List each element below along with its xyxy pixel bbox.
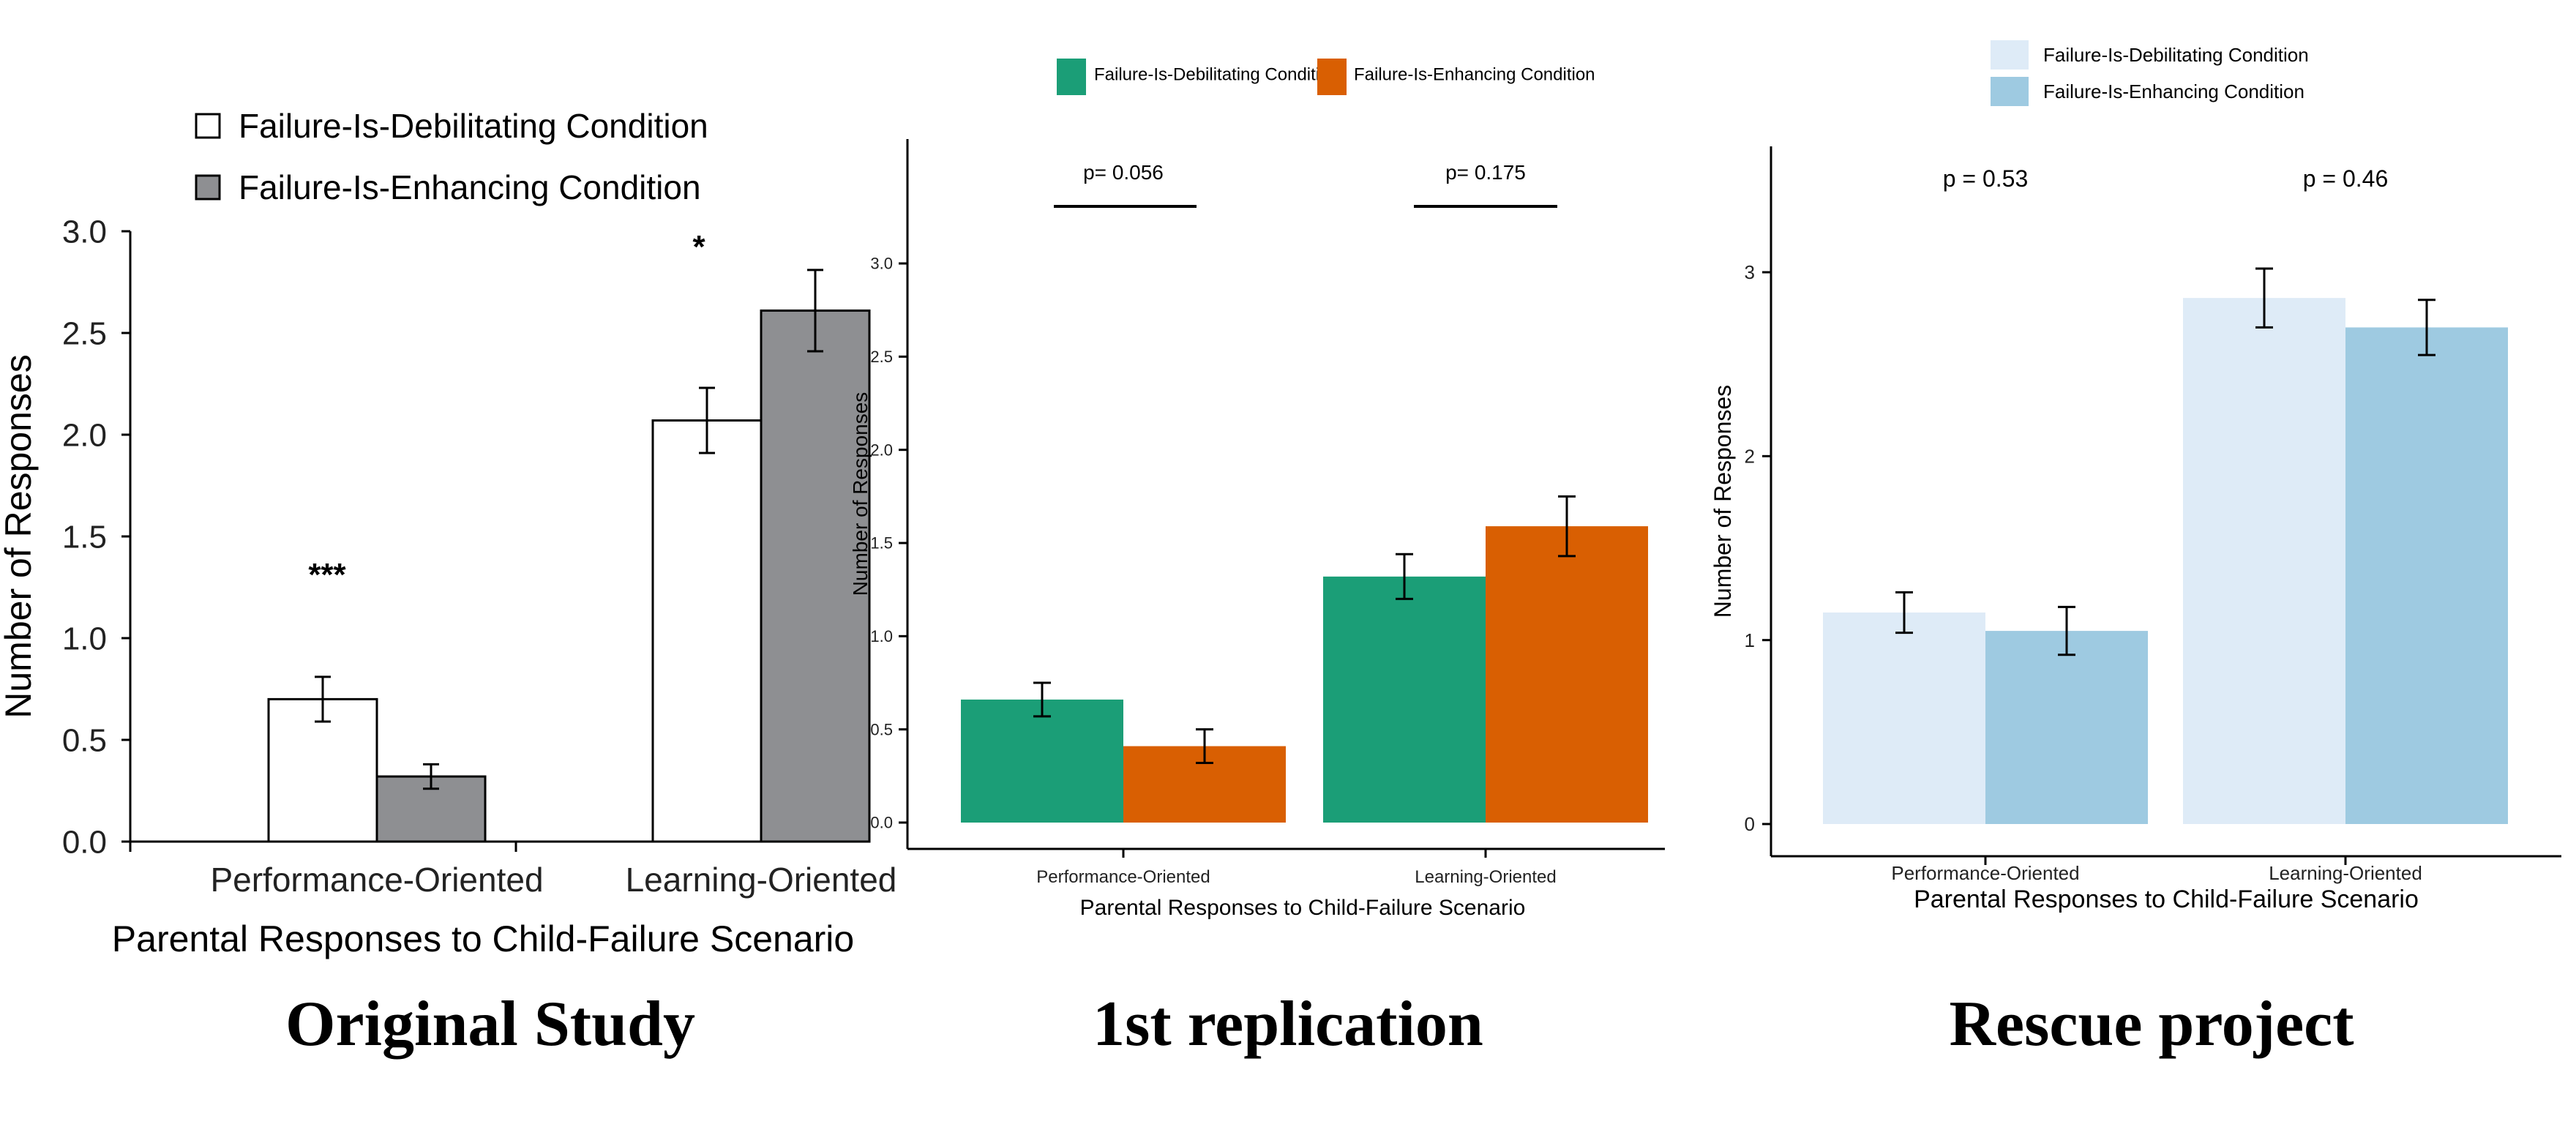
chart-2-y-tick-label: 0 [1745, 813, 1755, 835]
chart-0-bar [267, 697, 378, 843]
chart-2-legend-label: Failure-Is-Enhancing Condition [2043, 80, 2304, 102]
chart-1-category-label: Performance-Oriented [1036, 867, 1210, 887]
chart-1-y-tick-label: 1.5 [870, 534, 893, 553]
chart-0-significance-label: *** [308, 557, 346, 593]
chart-0-legend-swatch [195, 174, 221, 201]
chart-2-legend-swatch [1991, 77, 2029, 106]
chart-1-y-tick-label: 0.5 [870, 720, 893, 738]
chart-2-x-axis-label: Parental Responses to Child-Failure Scen… [1914, 886, 2419, 913]
chart-1-significance-label: p= 0.056 [1083, 161, 1164, 184]
chart-2-y-tick-label: 1 [1745, 629, 1755, 651]
chart-2-bar [1985, 631, 2148, 824]
panel-title-rescue-project: Rescue project [1949, 989, 2354, 1060]
chart-0-y-tick-label: 1.0 [62, 621, 107, 656]
chart-2-bar [2183, 298, 2345, 825]
chart-1-legend-label: Failure-Is-Debilitating Condition [1094, 65, 1339, 85]
chart-1-y-tick-label: 0.0 [870, 814, 893, 832]
chart-1-legend-label: Failure-Is-Enhancing Condition [1354, 65, 1595, 85]
chart-0-bar [375, 775, 487, 843]
chart-1-category-label: Learning-Oriented [1415, 867, 1556, 887]
chart-0-category-label: Learning-Oriented [626, 861, 897, 899]
chart-2-bar [2345, 327, 2508, 824]
chart-1-y-tick-label: 1.0 [870, 627, 893, 645]
chart-1-y-tick-label: 3.0 [870, 255, 893, 273]
chart-1-bar [1323, 576, 1486, 823]
chart-0-legend-swatch [195, 113, 221, 139]
chart-2-significance-label: p = 0.53 [1943, 165, 2029, 192]
chart-1-significance-label: p= 0.175 [1445, 161, 1526, 184]
chart-1-legend-swatch [1317, 59, 1347, 95]
chart-1-bar [961, 699, 1123, 823]
chart-0-bar [651, 419, 763, 843]
panel-title-first-replication: 1st replication [1093, 989, 1483, 1060]
chart-1-x-axis-label: Parental Responses to Child-Failure Scen… [1080, 896, 1526, 920]
chart-1-legend-swatch [1057, 59, 1086, 95]
chart-2-significance-label: p = 0.46 [2303, 165, 2389, 192]
chart-0-y-tick-label: 1.5 [62, 519, 107, 555]
chart-0-y-axis-label: Number of Responses [0, 354, 39, 718]
chart-0-bar [760, 309, 871, 843]
chart-2-category-label: Performance-Oriented [1891, 862, 2079, 884]
chart-2-y-axis-label: Number of Responses [1710, 385, 1736, 618]
chart-0-y-tick-label: 2.0 [62, 417, 107, 453]
chart-1-bar [1486, 526, 1648, 823]
chart-1-y-tick-label: 2.0 [870, 441, 893, 459]
chart-2-y-tick-label: 3 [1745, 261, 1755, 283]
chart-0-legend-label: Failure-Is-Debilitating Condition [239, 107, 708, 145]
chart-0-x-axis-label: Parental Responses to Child-Failure Scen… [112, 918, 854, 959]
chart-1-y-axis-label: Number of Responses [849, 392, 872, 596]
chart-0-y-tick-label: 0.0 [62, 824, 107, 860]
chart-1-y-tick-label: 2.5 [870, 348, 893, 366]
chart-0-y-tick-label: 0.5 [62, 722, 107, 758]
chart-0-category-label: Performance-Oriented [210, 861, 543, 899]
chart-0-legend-label: Failure-Is-Enhancing Condition [239, 168, 701, 206]
chart-2-y-tick-label: 2 [1745, 445, 1755, 467]
chart-2-legend-label: Failure-Is-Debilitating Condition [2043, 44, 2309, 66]
chart-2-category-label: Learning-Oriented [2269, 862, 2422, 884]
chart-2-legend-swatch [1991, 40, 2029, 70]
chart-2-bar [1823, 612, 1985, 824]
chart-0-y-tick-label: 3.0 [62, 214, 107, 250]
panel-title-original-study: Original Study [285, 989, 695, 1060]
chart-0-y-tick-label: 2.5 [62, 315, 107, 351]
chart-0-significance-label: * [692, 229, 705, 265]
